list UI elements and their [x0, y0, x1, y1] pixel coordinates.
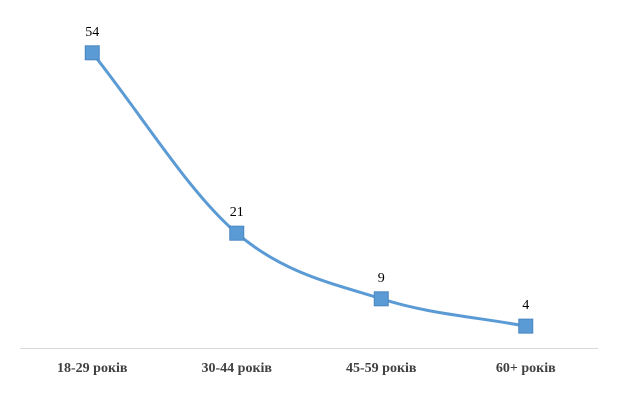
data-point-3: [518, 318, 534, 334]
x-tick-label-2: 45-59 років: [346, 361, 417, 376]
series-line: [90, 51, 528, 328]
x-tick-label-0: 18-29 років: [57, 361, 128, 376]
data-point-2: [373, 291, 389, 307]
x-tick-label-3: 60+ років: [496, 361, 556, 376]
x-tick-label-1: 30-44 років: [202, 361, 273, 376]
data-point-0: [84, 45, 100, 61]
data-point-1: [229, 225, 245, 241]
data-label-3: 4: [522, 298, 529, 313]
data-labels-group: 54 21 9 4: [85, 25, 529, 313]
data-label-0: 54: [85, 25, 99, 40]
markers-group: [84, 45, 534, 334]
x-tick-labels-group: 18-29 років 30-44 років 45-59 років 60+ …: [57, 361, 556, 376]
data-label-1: 21: [230, 205, 244, 220]
data-label-2: 9: [378, 271, 385, 286]
